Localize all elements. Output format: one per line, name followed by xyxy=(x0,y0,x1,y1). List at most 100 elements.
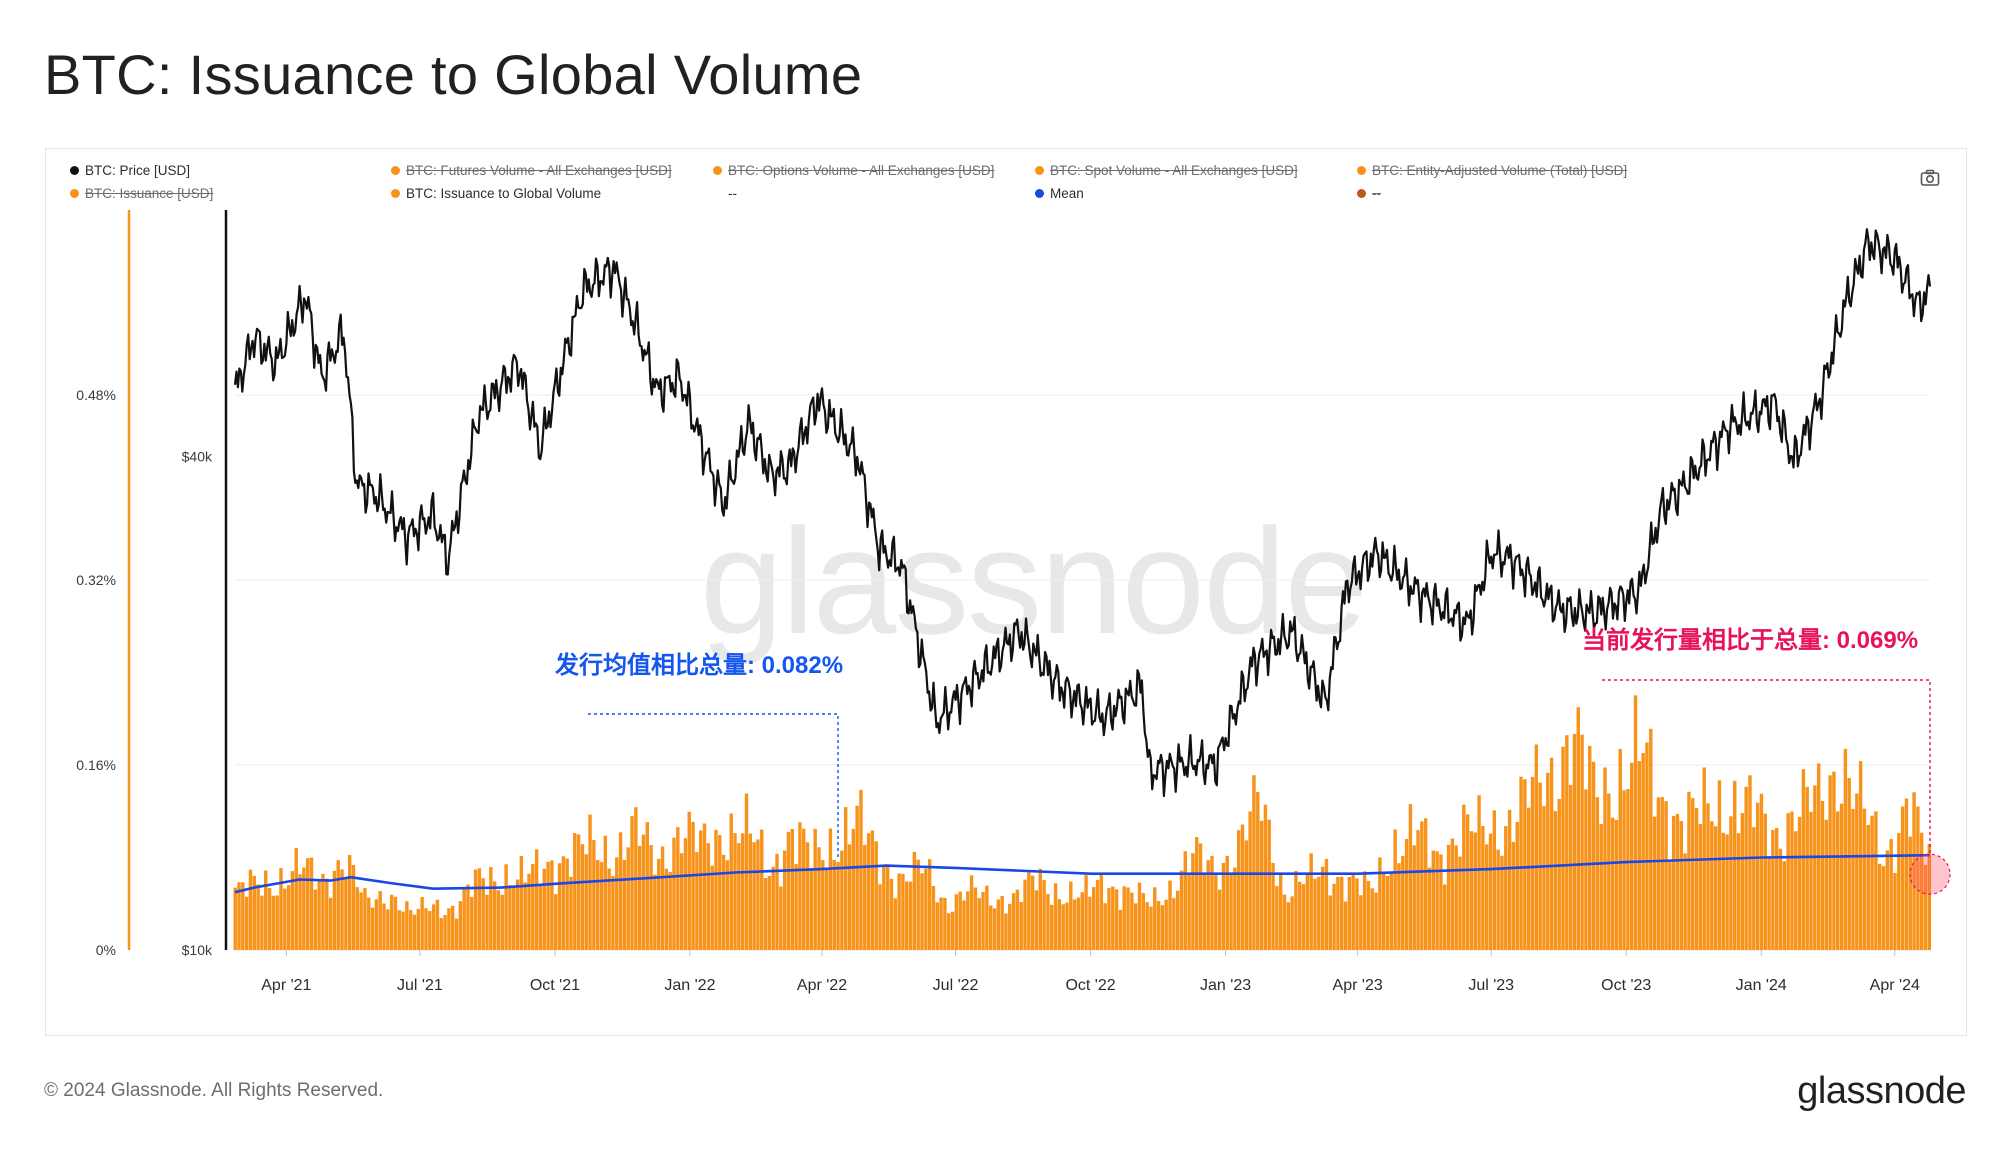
issuance-bar xyxy=(1626,789,1630,950)
issuance-bar xyxy=(645,822,649,950)
issuance-bar xyxy=(1202,874,1207,950)
x-tick-label: Apr '22 xyxy=(797,977,847,994)
issuance-bar xyxy=(573,833,577,950)
issuance-bar xyxy=(954,894,959,950)
issuance-bar xyxy=(1752,827,1756,950)
issuance-bar xyxy=(1725,834,1729,950)
issuance-bar xyxy=(599,862,604,950)
issuance-bar xyxy=(1565,735,1569,950)
issuance-bar xyxy=(546,861,550,950)
issuance-bar xyxy=(752,842,756,950)
issuance-bar xyxy=(809,867,814,950)
issuance-bar xyxy=(1744,786,1748,950)
issuance-bar xyxy=(294,847,298,950)
legend-dot-issuance xyxy=(70,189,79,198)
issuance-bar xyxy=(569,876,573,950)
issuance-bar xyxy=(386,909,390,950)
issuance-bar xyxy=(1149,906,1153,950)
legend-item-placeholder[interactable]: -- xyxy=(728,186,737,201)
issuance-bar xyxy=(1072,899,1077,950)
issuance-bar xyxy=(302,867,306,950)
issuance-bar xyxy=(1168,880,1172,950)
issuance-bar xyxy=(1713,826,1718,950)
issuance-bar xyxy=(1423,818,1428,950)
issuance-bar xyxy=(477,868,482,950)
issuance-bar xyxy=(313,889,318,950)
issuance-bar xyxy=(1111,886,1115,950)
issuance-bar xyxy=(1595,797,1600,950)
issuance-bar xyxy=(996,899,1001,950)
issuance-bar xyxy=(1759,793,1764,950)
legend-item-price[interactable]: BTC: Price [USD] xyxy=(70,163,190,178)
issuance-bar xyxy=(706,843,711,950)
issuance-bar xyxy=(233,887,237,950)
issuance-bar xyxy=(1477,795,1481,950)
issuance-bar xyxy=(1340,876,1344,950)
issuance-bar xyxy=(866,833,871,950)
issuance-bar xyxy=(1519,776,1523,950)
issuance-bar xyxy=(1416,830,1420,950)
issuance-bar xyxy=(1130,892,1134,950)
issuance-bar xyxy=(428,911,432,950)
legend-item-entity-adjusted-volume[interactable]: BTC: Entity-Adjusted Volume (Total) [USD… xyxy=(1357,163,1627,178)
issuance-bar xyxy=(1603,767,1607,950)
issuance-bar xyxy=(1198,843,1203,950)
issuance-bar xyxy=(1381,872,1386,950)
issuance-bar xyxy=(947,913,951,950)
issuance-bar xyxy=(1515,821,1519,950)
issuance-bar xyxy=(1530,776,1535,950)
issuance-bar xyxy=(1256,792,1260,950)
legend-item-issuance-to-global-volume[interactable]: BTC: Issuance to Global Volume xyxy=(391,186,601,201)
legend-dot-spot xyxy=(1035,166,1044,175)
camera-icon[interactable] xyxy=(1920,169,1940,187)
issuance-bar xyxy=(1919,832,1924,950)
issuance-bar xyxy=(515,879,520,950)
legend-item-issuance[interactable]: BTC: Issuance [USD] xyxy=(70,186,213,201)
issuance-bar xyxy=(943,897,947,950)
issuance-bar xyxy=(241,882,245,950)
issuance-bar xyxy=(1103,903,1107,950)
issuance-bar xyxy=(1778,848,1783,950)
legend-dot-options xyxy=(713,166,722,175)
issuance-bar xyxy=(1546,772,1550,950)
issuance-bar xyxy=(595,859,600,950)
legend-label: BTC: Price [USD] xyxy=(85,163,191,178)
issuance-bar xyxy=(1263,804,1268,950)
annotation-mean: 发行均值相比总量: 0.082% xyxy=(555,652,844,679)
legend-item-extra[interactable]: -- xyxy=(1357,186,1381,201)
issuance-bar xyxy=(710,865,714,950)
issuance-bar xyxy=(756,839,760,950)
issuance-bar xyxy=(1294,870,1298,950)
issuance-bar xyxy=(966,891,970,950)
issuance-bar xyxy=(1481,826,1485,950)
issuance-bar xyxy=(397,910,401,950)
issuance-bar xyxy=(935,902,939,950)
issuance-bar xyxy=(1923,864,1928,950)
legend-item-futures-volume[interactable]: BTC: Futures Volume - All Exchanges [USD… xyxy=(391,163,672,178)
x-tick-label: Jan '22 xyxy=(664,977,715,994)
legend-item-options-volume[interactable]: BTC: Options Volume - All Exchanges [USD… xyxy=(713,163,994,178)
issuance-bar xyxy=(458,901,463,950)
issuance-bar xyxy=(1763,813,1767,950)
issuance-bar xyxy=(1347,876,1352,950)
issuance-bar xyxy=(504,864,508,950)
issuance-bar xyxy=(325,878,329,950)
issuance-bar xyxy=(1782,861,1787,950)
legend-item-spot-volume[interactable]: BTC: Spot Volume - All Exchanges [USD] xyxy=(1035,163,1298,178)
y-left-tick-label: 0.16% xyxy=(76,757,116,773)
issuance-bar xyxy=(1607,793,1611,950)
issuance-bar xyxy=(821,860,825,950)
issuance-bar xyxy=(1507,809,1512,950)
issuance-bar xyxy=(1053,883,1058,950)
issuance-bar xyxy=(1767,856,1771,950)
issuance-bar xyxy=(1836,811,1840,950)
issuance-bar xyxy=(1912,792,1916,950)
legend-label: BTC: Issuance to Global Volume xyxy=(406,186,602,201)
issuance-bar xyxy=(1286,902,1291,950)
legend-item-mean[interactable]: Mean xyxy=(1035,186,1084,201)
issuance-bar xyxy=(748,833,753,950)
issuance-bar xyxy=(1244,840,1249,950)
issuance-bar xyxy=(1809,811,1813,950)
issuance-bar xyxy=(1431,850,1435,950)
issuance-bar xyxy=(260,895,264,950)
